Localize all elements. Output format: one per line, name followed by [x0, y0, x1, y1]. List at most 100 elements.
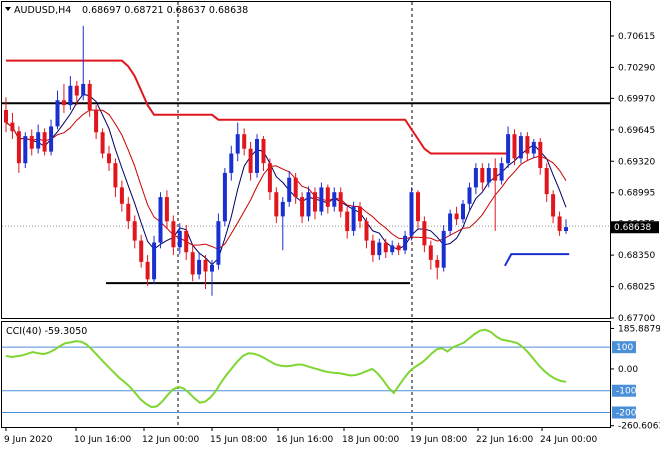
candle [126, 197, 131, 229]
candle [319, 182, 324, 216]
candle-body [36, 132, 41, 149]
candle-body [293, 177, 298, 198]
candle-body [242, 134, 247, 149]
candle-body [94, 110, 99, 133]
current-price-label: 0.68638 [614, 223, 651, 233]
candle [435, 255, 440, 280]
candle [351, 201, 356, 236]
candle-body [152, 242, 157, 280]
candle-body [544, 168, 549, 195]
candle [493, 158, 498, 231]
fast-moving-average [5, 93, 567, 266]
candle-body [4, 110, 8, 123]
time-tick-label: 15 Jun 08:00 [210, 435, 267, 445]
candle [49, 119, 54, 156]
candle-body [222, 172, 227, 222]
candle [512, 129, 517, 166]
cci-level-tag-label: -200 [616, 408, 637, 418]
candle-body [119, 187, 124, 204]
price-tick-label: 0.69970 [618, 94, 655, 104]
candle [68, 76, 73, 110]
candle [216, 213, 221, 270]
candle [551, 190, 556, 224]
candle [416, 190, 420, 229]
candle [222, 168, 227, 227]
time-tick-label: 12 Jun 00:00 [142, 435, 199, 445]
candle [454, 206, 459, 226]
candle-body [10, 122, 15, 132]
candle [325, 184, 330, 214]
candle-body [390, 245, 395, 253]
time-tick-label: 24 Jun 00:00 [540, 435, 597, 445]
cci-line [5, 328, 567, 409]
candle-body [29, 136, 34, 149]
candle [280, 197, 285, 251]
candle [544, 163, 549, 202]
candle-body [280, 201, 285, 217]
candle [390, 240, 395, 256]
candle-body [345, 211, 350, 231]
symbol-label: AUDUSD,H4 [14, 5, 71, 16]
cci-level-tag [612, 341, 636, 354]
candle [197, 252, 202, 280]
time-axis: 9 Jun 2020 10 Jun 16:00 12 Jun 00:00 15 Jun… [4, 427, 597, 445]
candle-body [210, 264, 214, 272]
candle-body [139, 240, 144, 262]
candle [274, 187, 279, 224]
current-price-tag [611, 221, 659, 234]
candle-body [377, 242, 382, 256]
candle [345, 206, 350, 239]
candle [235, 122, 240, 162]
time-tick-label: 18 Jun 00:00 [342, 435, 399, 445]
price-tick-label: 0.70290 [618, 63, 655, 73]
candle [61, 83, 66, 113]
candle [145, 255, 150, 287]
candle-body [518, 136, 523, 159]
candle-body [216, 221, 221, 265]
candle-body [132, 221, 137, 241]
horizontal-levels [2, 102, 610, 285]
candle [564, 219, 568, 234]
ohlc-values: 0.68697 0.68721 0.68637 0.68638 [82, 5, 248, 16]
candle [119, 180, 124, 212]
price-tick-label: 0.68995 [618, 189, 655, 199]
candle [113, 158, 118, 198]
time-tick-label: 10 Jun 16:00 [74, 435, 131, 445]
candle [267, 158, 272, 200]
candle-body [313, 192, 317, 212]
candle-body [158, 197, 163, 243]
cci-indicator-label: CCI(40) -59.3050 [6, 326, 87, 337]
candle-body [261, 139, 266, 164]
candle [467, 182, 472, 210]
cci-series [5, 328, 567, 409]
candle [448, 209, 453, 236]
cci-level-tag-label: -100 [616, 387, 637, 397]
candle-body [461, 203, 465, 220]
candle [377, 238, 382, 260]
candle [81, 25, 86, 101]
candle-body [454, 213, 459, 220]
candle-body [248, 148, 253, 173]
time-tick-label: 9 Jun 2020 [4, 435, 53, 445]
candle-body [370, 240, 375, 256]
candle [158, 192, 163, 249]
time-tick-label: 22 Jun 16:00 [476, 435, 533, 445]
candle-body [197, 259, 202, 275]
candle-body [538, 141, 543, 168]
candle [332, 187, 337, 212]
candle [480, 163, 485, 191]
candle-body [184, 230, 189, 253]
time-tick-label: 19 Jun 08:00 [410, 435, 467, 445]
candle [87, 79, 92, 117]
price-tick-label: 0.68025 [618, 283, 655, 293]
candle [132, 215, 137, 249]
candle-body [274, 192, 279, 217]
candle [107, 145, 111, 171]
moving-averages [5, 93, 567, 266]
candle [306, 186, 311, 222]
candle [403, 230, 408, 255]
candle-body [551, 194, 556, 217]
candle [255, 134, 259, 178]
candle-body [203, 259, 208, 272]
